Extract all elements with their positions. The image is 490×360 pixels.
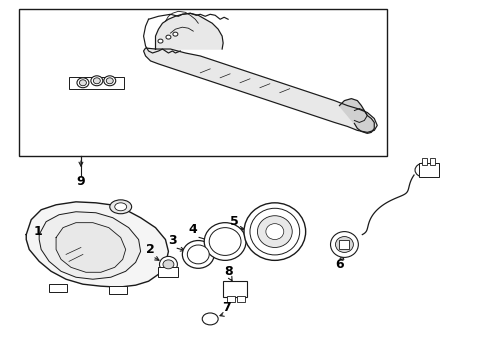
Ellipse shape xyxy=(110,200,132,214)
Bar xyxy=(19,9,387,156)
Ellipse shape xyxy=(106,78,113,84)
Text: 9: 9 xyxy=(76,175,85,189)
Bar xyxy=(430,158,435,165)
Ellipse shape xyxy=(173,32,178,36)
Text: 6: 6 xyxy=(335,258,344,271)
Text: 8: 8 xyxy=(224,265,232,278)
Bar xyxy=(49,284,67,292)
Bar xyxy=(340,239,349,249)
Ellipse shape xyxy=(415,163,433,177)
Polygon shape xyxy=(39,212,141,279)
Ellipse shape xyxy=(202,313,218,325)
Ellipse shape xyxy=(163,260,174,269)
Bar xyxy=(158,267,178,277)
Ellipse shape xyxy=(187,245,209,264)
Ellipse shape xyxy=(204,223,246,260)
Ellipse shape xyxy=(166,35,171,39)
Polygon shape xyxy=(340,99,374,133)
Bar xyxy=(419,163,439,177)
Bar xyxy=(227,296,235,302)
Ellipse shape xyxy=(94,78,100,84)
Polygon shape xyxy=(155,13,223,49)
Text: 4: 4 xyxy=(189,223,197,236)
Bar xyxy=(109,286,127,294)
Ellipse shape xyxy=(115,203,127,211)
Ellipse shape xyxy=(250,208,300,255)
Ellipse shape xyxy=(336,237,353,252)
Bar xyxy=(422,158,427,165)
Ellipse shape xyxy=(159,256,177,272)
Text: 5: 5 xyxy=(230,215,239,228)
Ellipse shape xyxy=(91,76,103,86)
Text: 3: 3 xyxy=(168,234,177,247)
Ellipse shape xyxy=(209,228,241,255)
Text: 2: 2 xyxy=(146,243,155,256)
Ellipse shape xyxy=(257,216,292,247)
Polygon shape xyxy=(26,202,169,287)
Ellipse shape xyxy=(331,231,358,257)
Ellipse shape xyxy=(182,240,214,268)
Ellipse shape xyxy=(244,203,306,260)
Ellipse shape xyxy=(158,39,163,43)
Bar xyxy=(237,296,245,302)
Text: 7: 7 xyxy=(222,301,230,314)
Polygon shape xyxy=(144,48,377,132)
Ellipse shape xyxy=(266,224,284,239)
Ellipse shape xyxy=(77,78,89,88)
Bar xyxy=(69,77,123,89)
Text: 1: 1 xyxy=(34,225,43,238)
Polygon shape xyxy=(56,223,125,272)
Ellipse shape xyxy=(79,80,86,86)
Bar xyxy=(223,281,247,297)
Ellipse shape xyxy=(104,76,116,86)
